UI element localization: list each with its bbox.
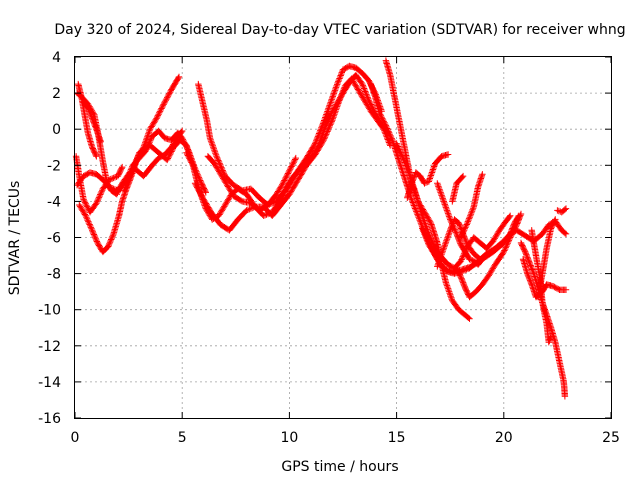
y-axis-title: SDTVAR / TECUs xyxy=(7,181,23,296)
series-marker-path xyxy=(191,75,394,234)
x-tick-label: 5 xyxy=(178,430,187,446)
series-marker-path xyxy=(534,216,559,301)
y-tick-label: 0 xyxy=(52,122,61,138)
series-arc-21 xyxy=(457,171,486,241)
y-tick-label: -16 xyxy=(38,411,61,427)
series-arc-25 xyxy=(534,216,559,301)
series-arc-11 xyxy=(204,153,299,214)
y-tick-label: -14 xyxy=(38,375,61,391)
series-arc-6 xyxy=(80,98,104,145)
y-tick-label: -12 xyxy=(38,339,61,355)
y-tick-label: 2 xyxy=(52,86,61,102)
series-arc-19 xyxy=(449,172,467,205)
x-tick-label: 25 xyxy=(602,430,620,446)
series-arc-20 xyxy=(453,210,525,301)
series-arc-5 xyxy=(75,80,100,160)
series-arc-26 xyxy=(554,205,570,216)
series-marker-path xyxy=(404,151,452,201)
x-tick-label: 15 xyxy=(388,430,406,446)
series-arc-10 xyxy=(191,75,394,234)
series-marker-path xyxy=(554,205,570,216)
y-tick-label: -8 xyxy=(47,267,61,283)
y-tick-label: -2 xyxy=(47,158,61,174)
x-tick-label: 0 xyxy=(71,430,80,446)
x-tick-label: 20 xyxy=(495,430,513,446)
series-marker-path xyxy=(449,172,467,205)
x-tick-label: 10 xyxy=(280,430,298,446)
y-tick-label: -4 xyxy=(47,194,61,210)
y-tick-label: -10 xyxy=(38,303,61,319)
series-marker-path xyxy=(121,73,183,194)
y-tick-label: -6 xyxy=(47,231,61,247)
y-tick-label: 4 xyxy=(52,50,61,66)
series-marker-path xyxy=(204,153,299,214)
data-layer xyxy=(72,57,570,400)
series-marker-path xyxy=(453,210,525,301)
series-arc-15 xyxy=(404,151,452,201)
series-marker-path xyxy=(457,171,486,241)
series-marker-path xyxy=(80,98,104,145)
series-arc-7 xyxy=(121,73,183,194)
plot-frame xyxy=(74,56,612,419)
axis-layer: 0 5 10 15 20 25 -16 -14 -12 -10 -8 -6 -4 -2 0 2 4 xyxy=(38,50,620,446)
x-axis-title: GPS time / hours xyxy=(281,459,398,475)
series-marker-path xyxy=(75,80,100,160)
chart-title: Day 320 of 2024, Sidereal Day-to-day VTE… xyxy=(54,22,625,38)
